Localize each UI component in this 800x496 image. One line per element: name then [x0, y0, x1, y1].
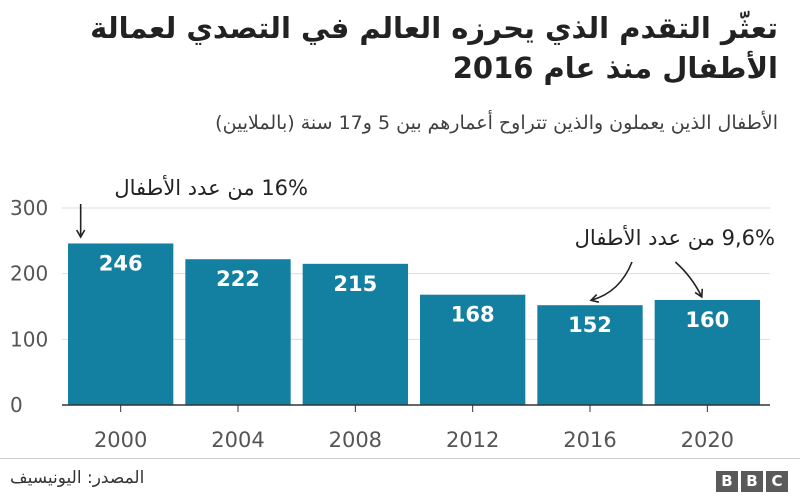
chart-title: تعثّر التقدم الذي يحرزه العالم في التصدي… [90, 11, 778, 85]
bar-value-label: 168 [451, 303, 495, 327]
bar [302, 263, 408, 405]
bbc-logo: B B C [716, 471, 788, 492]
bar-chart: 0 100 200 300 246 2000 222 2004 215 2008 168 2012 15… [10, 175, 775, 452]
x-tick-label: 2020 [681, 428, 734, 452]
x-tick-label: 2000 [94, 428, 147, 452]
logo-letter: B [716, 471, 738, 492]
x-tick-label: 2008 [329, 428, 382, 452]
x-tick-label: 2012 [446, 428, 499, 452]
chart-subtitle: الأطفال الذين يعملون والذين تتراوح أعمار… [215, 112, 778, 134]
annotation-arrow [674, 261, 704, 299]
bar [537, 305, 643, 405]
bar-value-label: 152 [568, 313, 612, 337]
annotation-text: 16% من عدد الأطفال [114, 175, 308, 200]
bar-value-label: 222 [216, 267, 260, 291]
footer-divider [0, 458, 800, 459]
x-tick-label: 2004 [211, 428, 264, 452]
source-note: المصدر: اليونيسيف [10, 468, 145, 488]
bar [654, 299, 760, 405]
bar [68, 243, 174, 405]
bar [420, 294, 526, 405]
logo-letter: C [766, 471, 788, 492]
bar [185, 259, 291, 405]
annotation-arrow [589, 261, 633, 303]
bar-value-label: 160 [685, 308, 729, 332]
y-tick-label: 0 [10, 393, 23, 417]
bar-value-label: 215 [333, 272, 377, 296]
bar-value-label: 246 [99, 251, 143, 275]
y-tick-label: 300 [10, 196, 48, 220]
x-tick-label: 2016 [563, 428, 616, 452]
logo-letter: B [741, 471, 763, 492]
y-tick-label: 200 [10, 262, 48, 286]
y-tick-label: 100 [10, 327, 48, 351]
annotation-text: 9,6% من عدد الأطفال [575, 225, 775, 250]
